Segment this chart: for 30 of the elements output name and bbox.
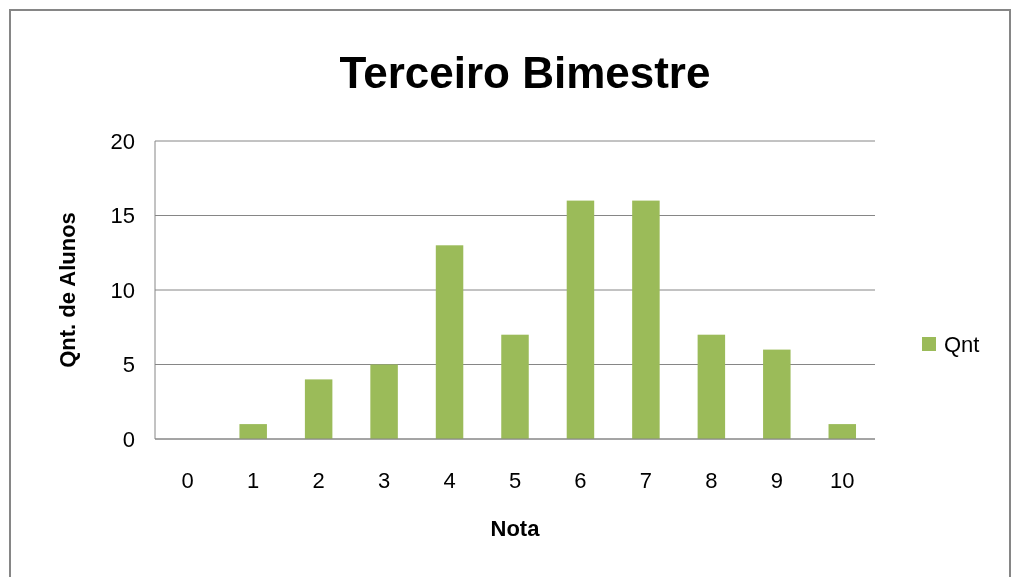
bar xyxy=(828,424,857,439)
y-tick-label: 15 xyxy=(110,203,135,229)
bar xyxy=(435,245,464,439)
x-tick-label: 8 xyxy=(705,468,718,493)
x-tick-label: 2 xyxy=(312,468,325,493)
bar xyxy=(763,349,791,439)
x-tick-label: 4 xyxy=(443,468,456,493)
bar xyxy=(370,364,398,439)
x-tick-label: 7 xyxy=(639,468,653,493)
bar xyxy=(501,334,529,439)
x-tick-label: 0 xyxy=(181,468,194,493)
x-tick-label: 1 xyxy=(247,468,260,493)
bar xyxy=(304,379,333,439)
y-axis-title: Qnt. de Alunos xyxy=(55,212,80,368)
x-axis-title: Nota xyxy=(490,516,541,541)
bar xyxy=(697,334,726,439)
legend-label: Qnt xyxy=(944,331,980,357)
x-tick-label: 6 xyxy=(574,468,587,493)
x-tick-label: 3 xyxy=(377,468,391,493)
y-tick-label: 10 xyxy=(110,277,135,303)
chart-title: Terceiro Bimestre xyxy=(339,48,711,97)
bar xyxy=(566,200,595,439)
y-tick-label: 0 xyxy=(122,426,135,452)
y-tick-label: 5 xyxy=(122,352,135,378)
bar xyxy=(632,200,660,439)
bar xyxy=(239,424,267,439)
x-tick-label: 9 xyxy=(770,468,783,493)
y-tick-label: 20 xyxy=(110,128,135,154)
x-tick-label: 10 xyxy=(830,468,855,493)
x-tick-label: 5 xyxy=(508,468,522,493)
